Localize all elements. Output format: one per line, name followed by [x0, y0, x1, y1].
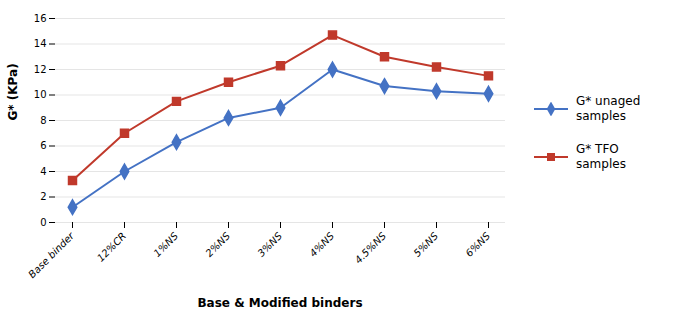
svg-text:16: 16 — [34, 13, 47, 24]
svg-text:1%NS: 1%NS — [151, 230, 180, 259]
svg-text:G* (KPa): G* (KPa) — [6, 63, 20, 120]
svg-text:12: 12 — [34, 64, 47, 75]
html-text:G* unaged samples: G* unaged samples — [576, 94, 641, 123]
html-text:G* TFO samples: G* TFO samples — [576, 142, 626, 171]
svg-text:4: 4 — [40, 166, 46, 177]
svg-text:10: 10 — [34, 89, 47, 100]
html-text:Base & Modified binders: Base & Modified binders — [197, 296, 363, 310]
svg-text:0: 0 — [40, 217, 46, 228]
svg-text:3%NS: 3%NS — [255, 230, 284, 259]
svg-text:5%NS: 5%NS — [411, 230, 440, 259]
svg-text:4.5%NS: 4.5%NS — [353, 230, 389, 266]
svg-text:8: 8 — [40, 115, 46, 126]
svg-text:2: 2 — [40, 191, 46, 202]
svg-text:Base binder: Base binder — [26, 230, 77, 281]
svg-text:6%NS: 6%NS — [463, 230, 492, 259]
svg-text:2%NS: 2%NS — [203, 230, 232, 259]
svg-text:14: 14 — [34, 38, 47, 49]
svg-text:12%CR: 12%CR — [95, 230, 128, 263]
svg-text:4%NS: 4%NS — [307, 230, 336, 259]
svg-text:6: 6 — [40, 140, 46, 151]
